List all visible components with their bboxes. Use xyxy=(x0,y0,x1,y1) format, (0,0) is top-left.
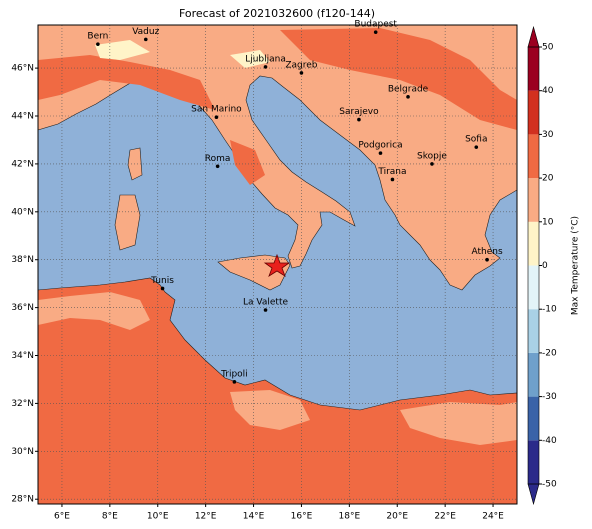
city-label: Vaduz xyxy=(132,27,159,37)
y-tick-label: 28°N xyxy=(11,495,34,505)
city-label: La Valette xyxy=(243,298,288,308)
city-marker xyxy=(378,151,383,155)
city-marker xyxy=(485,257,489,262)
patch xyxy=(38,55,215,110)
city-label: Roma xyxy=(205,154,231,164)
colorbar-extend-low xyxy=(527,483,540,506)
x-tick-label: 12°E xyxy=(195,512,217,522)
colorbar-segment xyxy=(528,265,539,310)
colorbar-segment xyxy=(528,47,539,91)
patch xyxy=(230,140,265,185)
y-tick-label: 36°N xyxy=(11,303,34,313)
city-marker xyxy=(232,380,237,384)
colorbar-segment xyxy=(528,134,539,179)
city-marker xyxy=(96,42,100,46)
colorbar-tick-label: 10 xyxy=(542,217,554,227)
city-marker xyxy=(214,115,219,120)
patch xyxy=(230,390,310,430)
patch xyxy=(280,28,517,130)
colorbar-tick-label: 0 xyxy=(542,261,548,271)
city-label: Athens xyxy=(471,247,502,257)
colorbar-extend-high xyxy=(527,25,540,48)
map-frame xyxy=(37,24,518,505)
colorbar-label: Max Temperature (°C) xyxy=(571,216,581,315)
city-marker xyxy=(390,177,395,182)
colorbar-segment xyxy=(528,178,539,222)
x-tick-label: 16°E xyxy=(291,512,313,522)
y-tick-label: 42°N xyxy=(11,159,34,169)
city-marker xyxy=(406,95,410,99)
y-tick-label: 32°N xyxy=(11,399,34,409)
city-marker xyxy=(474,145,479,149)
title: Forecast of 2021032600 (f120-144) xyxy=(179,7,375,20)
city-marker xyxy=(263,308,268,312)
city-label: Tripoli xyxy=(220,369,248,379)
colorbar-tick-label: 50 xyxy=(542,43,554,53)
y-tick-label: 44°N xyxy=(11,112,34,122)
forecast-point xyxy=(263,253,291,277)
x-tick-label: 14°E xyxy=(243,512,265,522)
city-label: Ljubljana xyxy=(245,54,286,64)
y-tick-label: 38°N xyxy=(11,255,34,265)
colorbar-segment xyxy=(528,396,539,441)
city-marker xyxy=(373,30,378,34)
city-marker xyxy=(215,164,220,169)
colorbar-segment xyxy=(528,90,539,135)
overlay: Bern VaduzBudapestLjubljanaZagrebBelgrade… xyxy=(38,20,517,504)
colorbar-tick-label: 20 xyxy=(542,174,554,184)
city-label: Belgrade xyxy=(388,84,429,94)
x-tick-label: 20°E xyxy=(386,512,408,522)
city-label: Sofia xyxy=(465,135,487,145)
city-marker xyxy=(160,286,165,291)
y-tick-label: 30°N xyxy=(11,447,34,457)
city-label: Tunis xyxy=(150,276,174,286)
colorbar-tick-label: -30 xyxy=(542,392,557,402)
city-marker xyxy=(143,37,148,42)
colorbar-segment xyxy=(528,440,539,484)
city-marker xyxy=(299,71,304,75)
patch xyxy=(400,402,517,445)
y-tick-label: 46°N xyxy=(11,64,34,74)
city-label: Podgorica xyxy=(358,141,402,151)
city-marker xyxy=(357,117,361,122)
x-tick-label: 24°E xyxy=(482,512,504,522)
colorbar-tick-label: 30 xyxy=(542,130,554,140)
y-tick-label: 34°N xyxy=(11,351,34,361)
x-tick-label: 8°E xyxy=(102,512,118,522)
colorbar-tick-label: -20 xyxy=(542,348,557,358)
city-label: San Marino xyxy=(191,105,242,115)
colorbar-tick-label: -50 xyxy=(542,480,557,490)
x-tick-label: 10°E xyxy=(147,512,169,522)
city-label: Bern xyxy=(87,32,108,42)
y-tick-label: 40°N xyxy=(11,207,34,217)
x-tick-label: 18°E xyxy=(339,512,361,522)
city-label: Skopje xyxy=(417,151,447,161)
land-sardinia xyxy=(114,194,141,251)
city-label: Zagreb xyxy=(285,60,317,70)
x-tick-label: 6°E xyxy=(54,512,70,522)
colorbar-tick-label: -40 xyxy=(542,436,557,446)
city-label: Tirana xyxy=(377,167,406,177)
colorbar-segment xyxy=(528,352,539,397)
patch xyxy=(230,50,270,68)
colorbar-tick-label: -10 xyxy=(542,305,557,315)
map-base xyxy=(37,24,518,505)
city-label: Sarajevo xyxy=(339,107,379,117)
city-marker xyxy=(263,65,268,69)
x-tick-label: 22°E xyxy=(434,512,456,522)
patch xyxy=(95,40,150,60)
colorbar-segment xyxy=(528,221,539,266)
colorbar-segment xyxy=(528,309,539,353)
patch xyxy=(38,292,150,330)
colorbar-tick-label: 40 xyxy=(542,86,554,96)
city-marker xyxy=(430,162,434,166)
